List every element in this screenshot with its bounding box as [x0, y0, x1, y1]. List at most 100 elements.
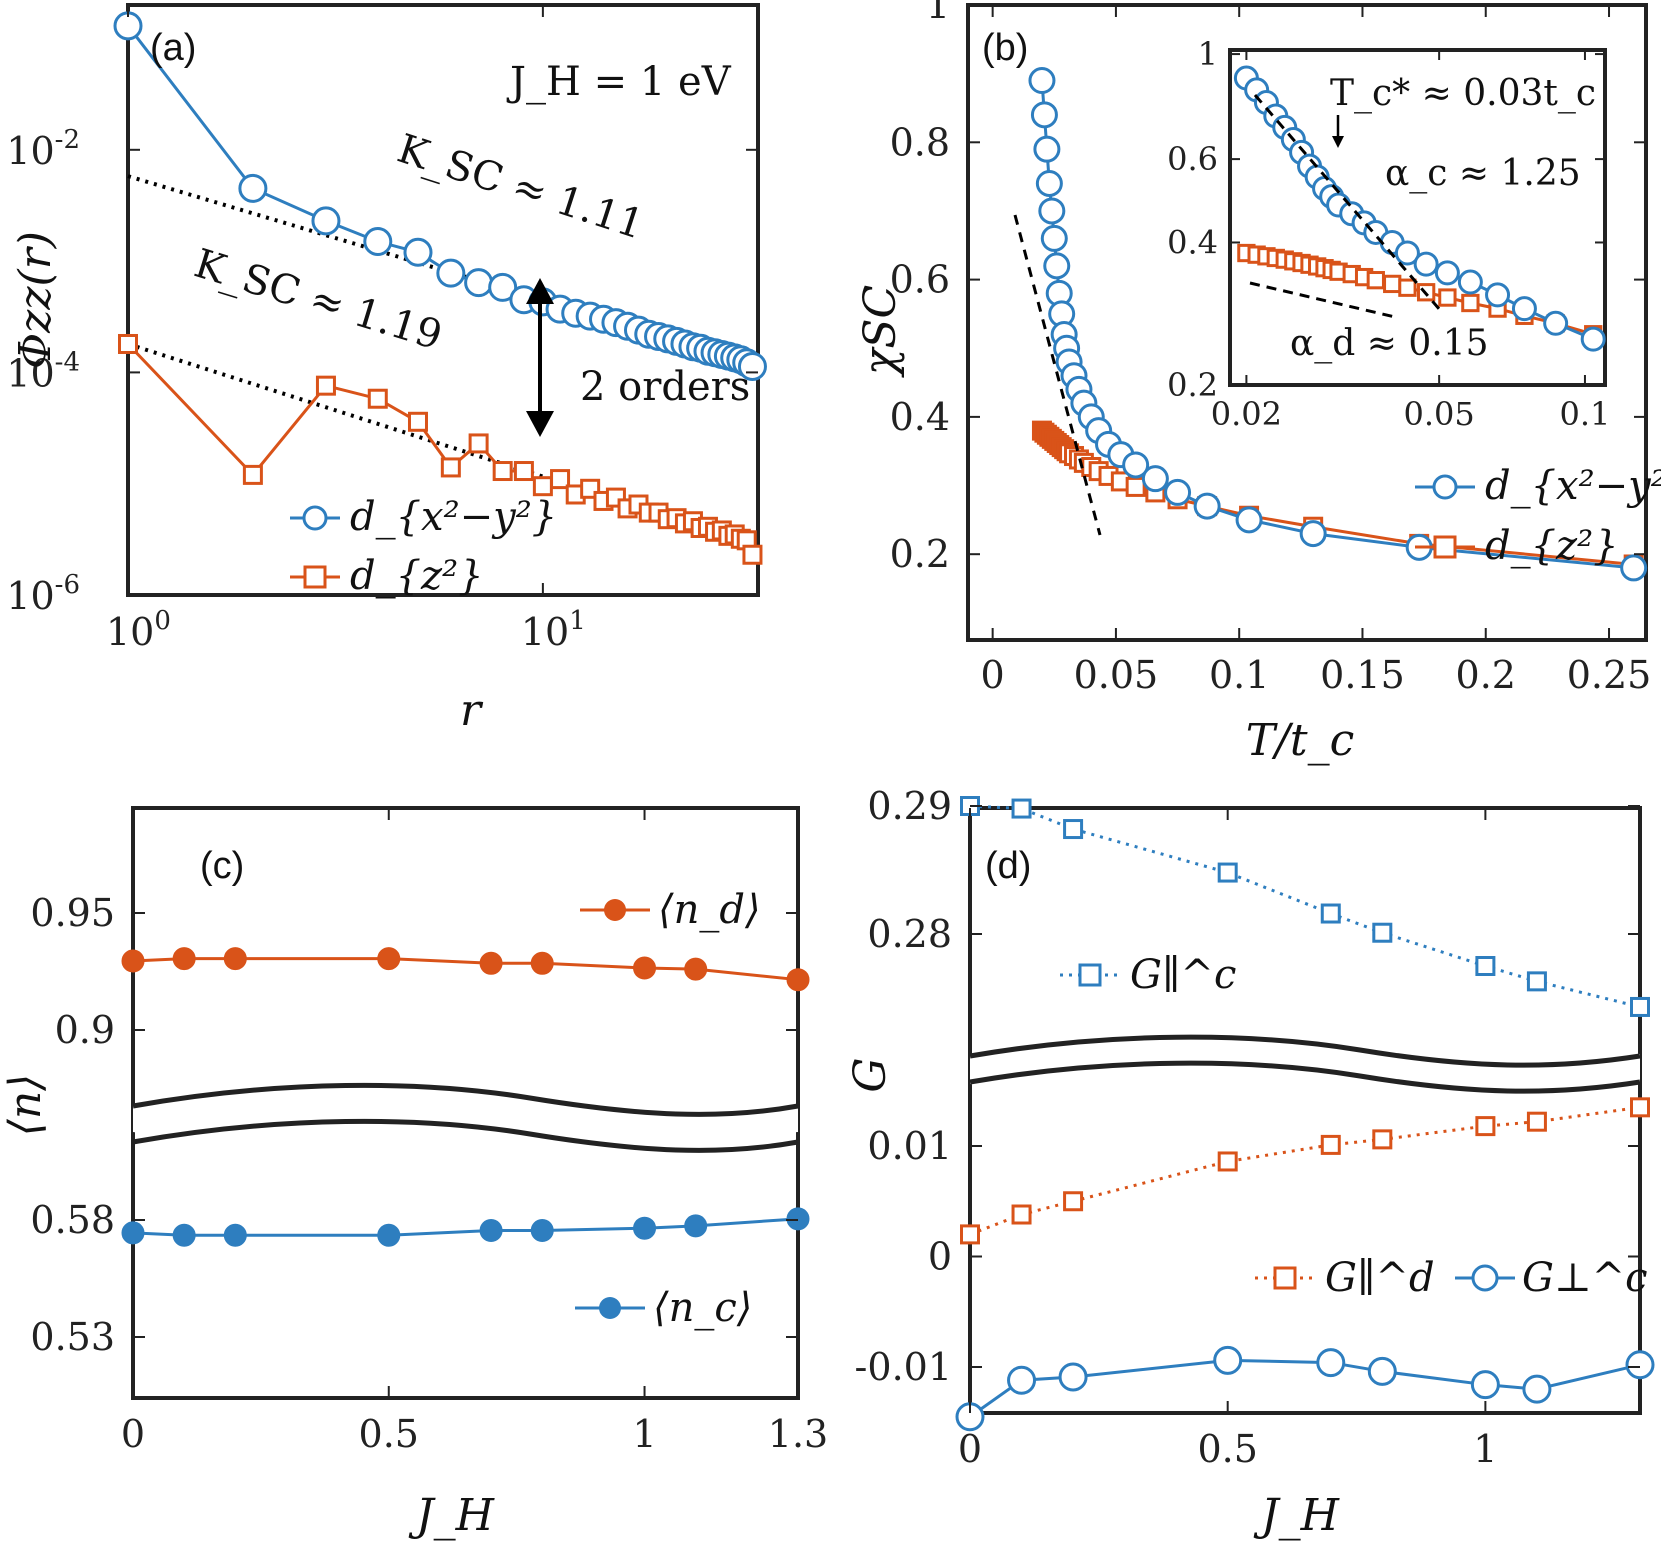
- legend-c-marker-orange: [604, 899, 626, 921]
- series-d-blue-circle-point: [1522, 1374, 1552, 1404]
- series-c-orange-point: [377, 947, 401, 971]
- ylabel-c: ⟨n⟩: [0, 1074, 51, 1137]
- series-d-blue-circle-point: [1058, 1362, 1088, 1392]
- series-d-orange-square-point: [1063, 1191, 1084, 1212]
- legend-d-marker-blue-sq: [1078, 963, 1102, 987]
- inset-xtick: 0.1: [1560, 395, 1611, 433]
- legend-a-marker-blue: [302, 505, 328, 531]
- panel-a: 10-6 10-4 10-2 100 101 (a) J_H = 1 eV 2 orde…: [6, 3, 767, 736]
- ytick-b: 0.6: [890, 258, 950, 302]
- series-d-blue-square-point: [1475, 956, 1496, 976]
- xlabel-a: r: [460, 685, 484, 736]
- legend-a-orange: d_{z²}: [350, 553, 484, 599]
- legend-a-blue: d_{x²−y²}: [350, 494, 557, 540]
- panel-c: 0 0.5 1 1.30.530.580.90.95 (c) ⟨n_d⟩ ⟨n_c⟩ …: [0, 806, 828, 1541]
- series-a-blue-point: [488, 272, 518, 302]
- series-d-blue-circle-point: [1007, 1365, 1037, 1395]
- axis-break-d: [969, 1034, 1641, 1104]
- ylabel-a: Φzz(r): [10, 231, 61, 369]
- legend-d-marker-orange-sq: [1273, 1266, 1297, 1290]
- series-a-orange-point: [532, 476, 553, 497]
- legend-b: d_{x²−y²} d_{z²}: [1415, 463, 1661, 569]
- xtick-c: 1: [632, 1412, 656, 1456]
- series-d-blue-circle-point: [1367, 1356, 1397, 1386]
- inset-series-orange-point: [1438, 288, 1457, 307]
- inset: 0.02 0.05 0.1 0.2 0.4 0.6 1 T_c* ≈ 0.03t_c α_c…: [1167, 35, 1610, 433]
- panel-c-label: (c): [200, 845, 244, 887]
- inset-series-blue-point: [1580, 326, 1606, 352]
- panel-d-frame: [968, 806, 1642, 1415]
- ytick-c: 0.9: [55, 1008, 115, 1052]
- orders-annotation: 2 orders: [580, 364, 750, 410]
- series-d-blue-square-point: [1011, 798, 1032, 819]
- ytick-b: 0.8: [890, 120, 950, 164]
- series-b-blue-point: [1235, 506, 1263, 534]
- fit-line-b: [1013, 214, 1102, 536]
- series-d-blue-square-point: [1320, 903, 1341, 924]
- series-d-orange-square-point: [1630, 1097, 1650, 1118]
- legend-b-blue: d_{x²−y²}: [1485, 463, 1661, 509]
- legend-c-blue: ⟨n_c⟩: [653, 1285, 752, 1331]
- inset-series-blue-point: [1485, 282, 1511, 308]
- ylabel-d: G: [845, 1057, 896, 1092]
- panel-b: 0 0.05 0.1 0.15 0.2 0.25 0.2 0.4 0.6 0.8 1 (b) 0.0…: [855, 0, 1661, 766]
- legend-c: ⟨n_d⟩ ⟨n_c⟩: [575, 887, 761, 1331]
- legend-c-orange: ⟨n_d⟩: [658, 887, 761, 933]
- series-a-blue-point: [311, 206, 341, 236]
- series-a-orange-point: [550, 469, 571, 490]
- ytick-c: 0.53: [30, 1315, 115, 1359]
- legend-a-marker-orange: [303, 565, 327, 589]
- ytick-d: 0: [928, 1235, 952, 1279]
- xtick-b: 0.25: [1567, 653, 1652, 697]
- inset-ytick: 0.2: [1167, 366, 1218, 404]
- xtick-c: 0.5: [359, 1412, 419, 1456]
- xtick-b: 0.2: [1456, 653, 1516, 697]
- inset-series-blue-point: [1413, 251, 1439, 277]
- series-d-orange-square-point: [1217, 1151, 1238, 1172]
- ytick-a: 10-4: [6, 347, 80, 395]
- series-b-blue-point: [1040, 224, 1068, 252]
- panel-a-label: (a): [150, 27, 196, 69]
- inset-series-orange-point: [1461, 293, 1480, 313]
- series-c-blue-point: [223, 1223, 247, 1247]
- series-a-blue-point: [403, 237, 433, 267]
- series-a-blue-point: [436, 258, 466, 288]
- series-d-blue-square-point: [1063, 819, 1084, 840]
- series-a-orange-point: [513, 461, 534, 482]
- xtick-b: 0.1: [1209, 653, 1269, 697]
- ytick-c: 0.58: [30, 1198, 115, 1242]
- ytick-a: 10-6: [6, 570, 80, 618]
- series-a-orange-point: [315, 375, 336, 396]
- panel-c-frame: [131, 806, 800, 1400]
- legend-d-gpar-c: G∥^c: [1130, 952, 1236, 998]
- xtick-a: 101: [521, 606, 586, 654]
- series-b-blue-point: [1164, 478, 1192, 506]
- series-a-blue-point: [363, 227, 393, 257]
- legend-d-gpar-d: G∥^d: [1325, 1255, 1435, 1301]
- inset-tc-arrow: [1332, 115, 1344, 148]
- series-c-blue-point: [786, 1207, 810, 1231]
- series-c-blue-point: [479, 1219, 503, 1243]
- series-b-blue-point: [1038, 197, 1066, 225]
- series-d-orange-square-point: [1320, 1134, 1341, 1155]
- series-d-orange-square-line: [969, 1105, 1641, 1236]
- ytick-c: 0.95: [30, 891, 115, 935]
- xtick-b: 0.05: [1074, 653, 1159, 697]
- series-a-orange-point: [367, 388, 388, 409]
- inset-series-blue-point: [1434, 260, 1460, 286]
- ytick-d: 0.29: [867, 784, 952, 828]
- xtick-d: 0.5: [1197, 1427, 1257, 1471]
- inset-series-blue-point: [1511, 296, 1537, 322]
- axis-break-c: [132, 1082, 799, 1153]
- series-d-orange-square-point: [1475, 1116, 1496, 1137]
- series-a-orange-point: [468, 433, 489, 454]
- series-c-orange-point: [172, 947, 196, 971]
- inset-tc-label: T_c* ≈ 0.03t_c: [1330, 73, 1596, 114]
- series-c-blue-point: [172, 1223, 196, 1247]
- series-d-blue-square-point: [1372, 922, 1393, 943]
- ytick-d: 0.28: [867, 912, 952, 956]
- ytick-b: 0.4: [890, 395, 950, 439]
- inset-fit-d: [1249, 281, 1396, 319]
- panel-a-frame: [126, 3, 760, 597]
- series-a-orange-point: [407, 411, 428, 432]
